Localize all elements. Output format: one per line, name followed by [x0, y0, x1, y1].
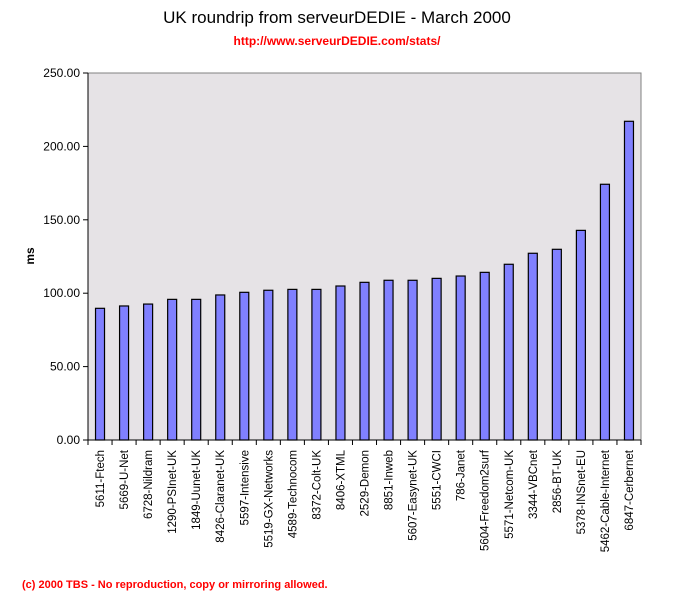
x-tick-label: 2529-Demon — [360, 450, 372, 516]
x-tick-label: 4589-Technocom — [287, 450, 299, 538]
y-tick-label: 100.00 — [43, 286, 80, 300]
y-tick-label: 250.00 — [43, 66, 80, 80]
bar — [383, 279, 394, 441]
bar — [599, 183, 611, 441]
x-tick-label: 8406-XTML — [335, 449, 347, 510]
bar — [215, 294, 226, 441]
bar — [431, 277, 442, 441]
bar — [359, 281, 370, 441]
bar — [623, 120, 635, 441]
x-tick-label: 5378-INSnet-EU — [576, 450, 588, 534]
y-tick-label: 150.00 — [43, 213, 80, 227]
x-tick-label: 5462-Cable-Internet — [600, 449, 612, 552]
x-tick-label: 5597-Intensive — [239, 450, 251, 525]
x-tick-label: 5669-U-Net — [119, 449, 131, 509]
x-tick-label: 8372-Colt-UK — [311, 450, 323, 520]
x-tick-label: 5551-CWCI — [432, 450, 444, 510]
bar — [191, 298, 202, 441]
x-tick-label: 5611-Ftech — [95, 450, 107, 507]
x-tick-label: 1290-PSInet-UK — [167, 450, 179, 534]
x-tick-label: 1849-Uunet-UK — [191, 450, 203, 530]
copyright-footer: (c) 2000 TBS - No reproduction, copy or … — [22, 579, 328, 591]
bar — [167, 298, 178, 441]
bar — [143, 303, 154, 441]
bar — [455, 275, 466, 441]
x-tick-label: 6728-Nildram — [143, 450, 155, 519]
bar — [239, 291, 250, 441]
y-tick-label: 0.00 — [57, 433, 81, 447]
bar — [335, 285, 346, 441]
x-tick-label: 5607-Easynet-UK — [408, 450, 420, 541]
x-tick-label: 8426-Claranet-UK — [215, 450, 227, 543]
bar — [575, 229, 586, 441]
y-tick-label: 200.00 — [43, 139, 80, 153]
bar — [311, 288, 322, 441]
x-tick-label: 6847-Cerbernet — [624, 449, 636, 530]
bar — [263, 289, 274, 441]
bar — [503, 263, 514, 441]
x-tick-label: 5519-GX-Networks — [263, 450, 275, 548]
x-tick-label: 786-Janet — [456, 449, 468, 501]
bar — [551, 248, 562, 441]
bar — [287, 288, 298, 441]
bar — [94, 307, 106, 441]
bar — [479, 271, 490, 441]
bar — [118, 305, 130, 441]
x-tick-label: 5571-Netcom-UK — [504, 450, 516, 539]
y-axis-label: ms — [23, 247, 37, 265]
x-tick-label: 5604-Freedom2surf — [480, 449, 492, 551]
bar — [407, 279, 418, 441]
x-tick-label: 2856-BT-UK — [552, 450, 564, 514]
chart-title: UK roundrip from serveurDEDIE - March 20… — [163, 8, 511, 27]
bar — [527, 252, 538, 441]
y-tick-label: 50.00 — [50, 360, 80, 374]
x-tick-label: 3344-VBCnet — [528, 449, 540, 519]
x-tick-label: 8851-Inweb — [384, 450, 396, 510]
chart-subtitle-link[interactable]: http://www.serveurDEDIE.com/stats/ — [233, 34, 441, 48]
